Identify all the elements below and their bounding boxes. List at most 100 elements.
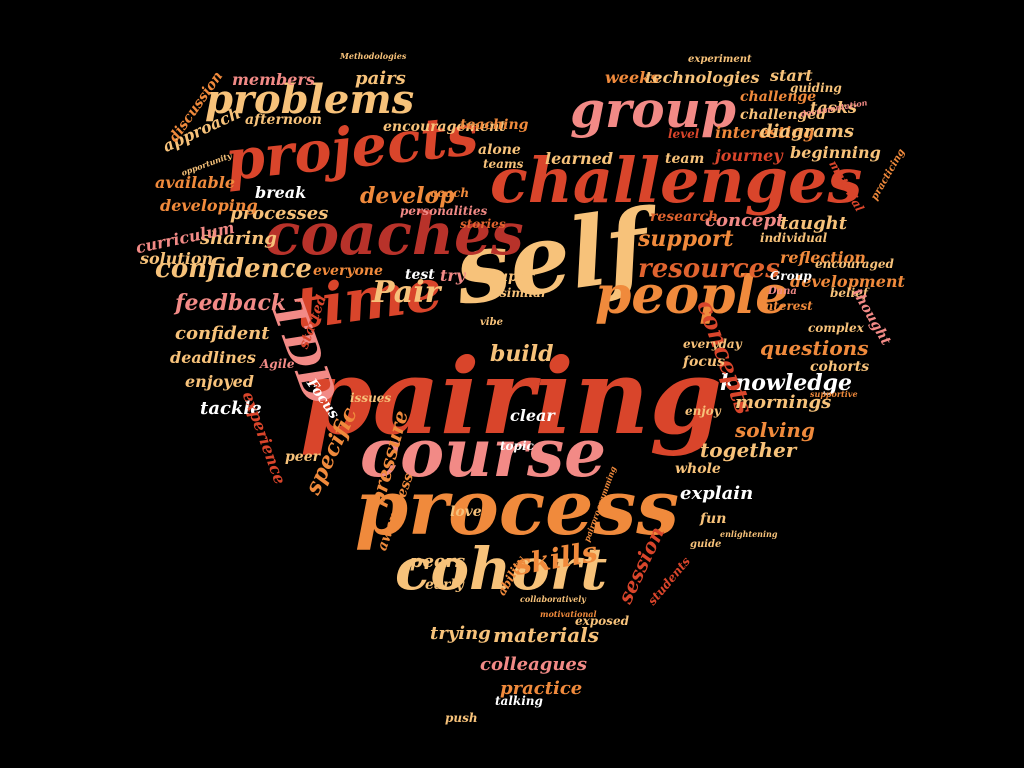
word-cloud-word: stories bbox=[460, 217, 506, 231]
word-cloud-word: tasks bbox=[810, 98, 857, 117]
word-cloud-word: cohorts bbox=[810, 359, 870, 375]
word-cloud-word: experiment bbox=[688, 54, 752, 65]
word-cloud-word: processes bbox=[230, 203, 329, 224]
word-cloud-word: weeks bbox=[605, 68, 660, 87]
word-cloud-word: early bbox=[425, 577, 464, 593]
word-cloud-word: challenges bbox=[490, 144, 863, 217]
word-cloud-word: peers bbox=[410, 551, 466, 572]
word-cloud-word: alone bbox=[478, 142, 521, 158]
word-cloud-word: problems bbox=[205, 76, 415, 123]
word-cloud-word: exposed bbox=[575, 614, 629, 628]
word-cloud-word: clear bbox=[510, 406, 555, 425]
word-cloud-word: encouraged bbox=[815, 257, 894, 271]
word-cloud-word: members bbox=[232, 70, 315, 89]
word-cloud-word: enjoy bbox=[685, 404, 721, 418]
word-cloud-word: process bbox=[355, 463, 680, 552]
word-cloud-word: issues bbox=[350, 391, 392, 405]
word-cloud-word: Group bbox=[770, 269, 812, 283]
word-cloud-word: solution bbox=[140, 249, 214, 268]
word-cloud-word: complex bbox=[808, 321, 864, 335]
word-cloud-word: talking bbox=[495, 694, 543, 708]
word-cloud-word: beginning bbox=[790, 143, 881, 162]
word-cloud-word: technologies bbox=[645, 68, 760, 87]
word-cloud-word: support bbox=[638, 226, 734, 252]
word-cloud-word: taught bbox=[780, 213, 848, 234]
word-cloud-word: explain bbox=[680, 483, 754, 504]
word-cloud-word: love bbox=[450, 504, 482, 520]
word-cloud-word: test bbox=[405, 267, 435, 283]
word-cloud-word: teaching bbox=[460, 117, 529, 133]
word-cloud-word: tackle bbox=[200, 398, 262, 419]
word-cloud-word: colleagues bbox=[480, 654, 588, 675]
word-cloud-word: focus bbox=[683, 354, 725, 370]
word-cloud-word: course bbox=[360, 414, 607, 492]
word-cloud-word: push bbox=[445, 711, 478, 725]
word-cloud-word: group bbox=[570, 80, 736, 139]
word-cloud-word: sharing bbox=[200, 228, 277, 249]
word-cloud-word: super bbox=[490, 269, 535, 285]
word-cloud-word: afternoon bbox=[245, 112, 322, 128]
word-cloud-word: team bbox=[665, 151, 705, 167]
word-cloud-word: learned bbox=[545, 149, 614, 168]
word-cloud-word: cohort bbox=[395, 535, 608, 603]
word-cloud-word: trying bbox=[430, 623, 491, 644]
word-cloud-word: knowledge bbox=[720, 370, 852, 396]
word-cloud-word: available bbox=[155, 173, 235, 192]
word-cloud-word: peer bbox=[285, 449, 320, 465]
word-cloud-word: enjoyed bbox=[185, 372, 254, 391]
word-cloud-word: guide bbox=[690, 539, 722, 550]
word-cloud-word: practice bbox=[500, 678, 583, 699]
word-cloud-word: interesting bbox=[715, 123, 815, 142]
word-cloud-word: people bbox=[595, 265, 789, 326]
word-cloud-word: concept bbox=[705, 210, 785, 231]
word-cloud-word: coach bbox=[430, 186, 470, 200]
word-cloud-word: Methodologies bbox=[340, 51, 407, 61]
word-cloud-word: together bbox=[700, 438, 797, 462]
word-cloud-word: resources bbox=[638, 254, 780, 284]
word-cloud-word: research bbox=[650, 209, 719, 225]
word-cloud-word: break bbox=[255, 183, 307, 202]
word-cloud-word: similar bbox=[500, 286, 548, 300]
word-cloud-word: pairing bbox=[300, 335, 723, 458]
word-cloud-word: enlightening bbox=[720, 529, 778, 539]
word-cloud-word: encouragement bbox=[383, 119, 506, 135]
word-cloud-word: confidence bbox=[155, 254, 312, 284]
word-cloud-word: feedback bbox=[175, 290, 287, 316]
word-cloud-word: developing bbox=[160, 196, 258, 215]
word-cloud-word: supportive bbox=[810, 389, 858, 399]
word-cloud-word: confident bbox=[175, 323, 270, 344]
word-cloud-word: pairs bbox=[355, 68, 406, 89]
word-cloud-word: Agile bbox=[260, 357, 295, 371]
word-cloud-word: experience bbox=[238, 388, 290, 487]
word-cloud-word: individual bbox=[760, 231, 828, 245]
word-cloud-word: teams bbox=[483, 157, 524, 171]
word-cloud-word: challenge bbox=[740, 89, 817, 105]
word-cloud-word: fun bbox=[700, 511, 727, 527]
word-cloud-word: motivational bbox=[540, 609, 597, 619]
word-cloud-word: vibe bbox=[480, 317, 503, 328]
word-cloud-word: materials bbox=[493, 623, 600, 647]
word-cloud-word: everyday bbox=[683, 337, 742, 351]
word-cloud-word: solving bbox=[735, 418, 815, 442]
word-cloud-word: mornings bbox=[735, 392, 832, 413]
word-cloud-word: questions bbox=[760, 336, 869, 360]
word-cloud-word: level bbox=[668, 127, 700, 141]
word-cloud-word: topic bbox=[500, 439, 534, 453]
word-cloud-word: Pair bbox=[372, 275, 441, 310]
word-cloud-word: develop bbox=[360, 183, 455, 209]
word-cloud-word: build bbox=[490, 341, 554, 367]
word-cloud-word: try bbox=[440, 266, 466, 285]
word-cloud-word: guiding bbox=[790, 81, 842, 95]
word-cloud-word: reflection bbox=[780, 248, 866, 267]
word-cloud-word: development bbox=[790, 272, 905, 291]
word-cloud-word: personalities bbox=[400, 204, 488, 218]
word-cloud-word: interest bbox=[760, 299, 813, 313]
word-cloud-word: journey bbox=[715, 146, 783, 165]
word-cloud-word: diagrams bbox=[760, 121, 854, 142]
word-cloud-word: whole bbox=[675, 461, 721, 477]
word-cloud-word: start bbox=[770, 66, 813, 85]
word-cloud-word: deadlines bbox=[170, 348, 256, 367]
word-cloud-word: collaboratively bbox=[520, 594, 586, 604]
word-cloud-word: Dana bbox=[768, 286, 797, 297]
